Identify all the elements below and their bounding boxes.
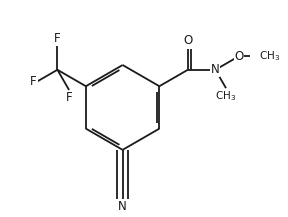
Text: N: N [118, 200, 127, 213]
Text: O: O [235, 49, 244, 62]
Text: N: N [211, 63, 220, 76]
Text: CH$_3$: CH$_3$ [215, 89, 237, 103]
Text: F: F [54, 32, 61, 45]
Text: CH$_3$: CH$_3$ [259, 49, 280, 63]
Text: F: F [30, 75, 36, 88]
Text: F: F [66, 91, 72, 104]
Text: O: O [183, 34, 192, 47]
